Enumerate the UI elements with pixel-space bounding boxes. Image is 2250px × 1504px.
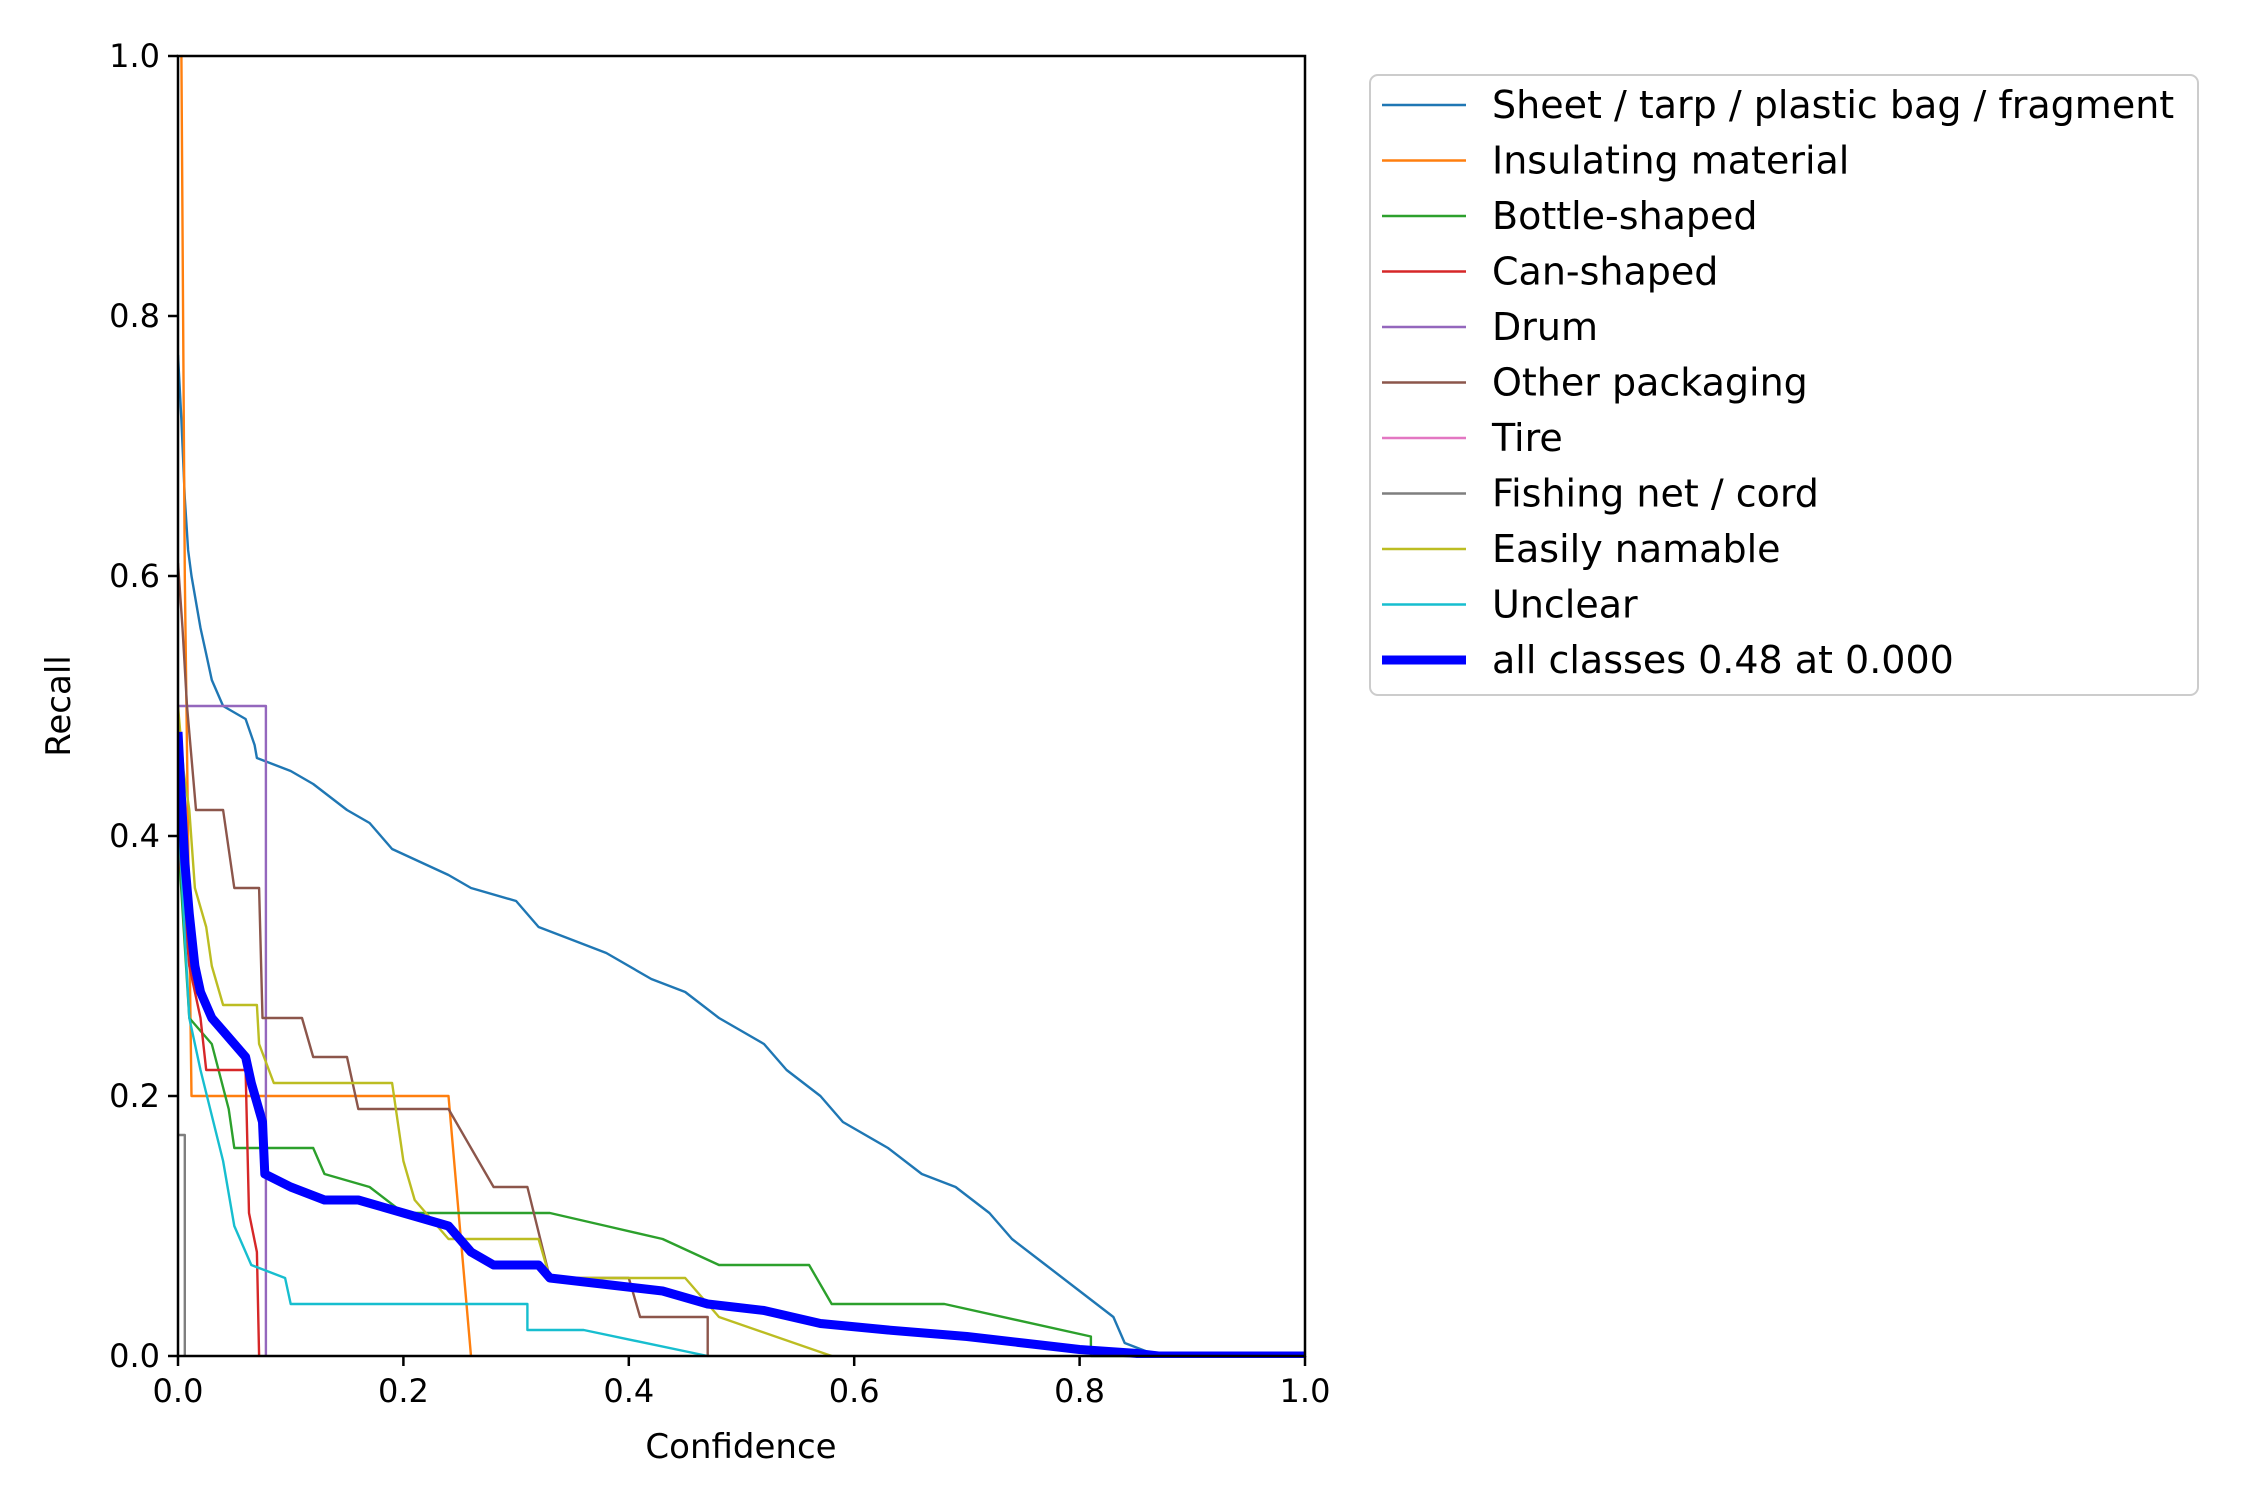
series-line-bottle-shaped [178,835,1305,1358]
series-line-can-shaped [178,835,261,1357]
legend-label-tire: Tire [1491,416,1563,460]
series-lines [178,55,1305,1358]
legend-label-sheet-tarp-plastic-bag-fragment: Sheet / tarp / plastic bag / fragment [1492,83,2174,127]
legend-box [1369,74,2199,696]
y-axis-title: Recall [39,655,79,756]
y-tick-label: 1.0 [109,37,160,75]
legend-label-other-packaging: Other packaging [1492,361,1808,405]
y-tick-label: 0.4 [109,817,160,855]
legend-label-bottle-shaped: Bottle-shaped [1492,194,1758,238]
legend-label-all-classes-0-48-at-0-000: all classes 0.48 at 0.000 [1492,638,1954,682]
series-line-fishing-net-cord [178,1133,187,1356]
y-tick-label: 0.0 [109,1337,160,1375]
legend: Sheet / tarp / plastic bag / fragment Ins… [1369,74,2199,696]
legend-entries: Sheet / tarp / plastic bag / fragment Ins… [1382,83,2174,682]
legend-label-can-shaped: Can-shaped [1492,250,1718,294]
x-tick-label: 1.0 [1280,1372,1331,1410]
y-axis-ticks: 0.0 0.2 0.4 0.6 0.8 1.0 [109,37,178,1375]
x-axis-title: Confidence [645,1427,836,1467]
x-tick-label: 0.2 [378,1372,429,1410]
series-line-unclear [178,809,708,1358]
series-line-all-classes-0-48-at-0-000 [178,731,1305,1358]
legend-label-easily-namable: Easily namable [1492,527,1781,571]
legend-label-fishing-net-cord: Fishing net / cord [1492,472,1819,516]
y-tick-label: 0.8 [109,297,160,335]
x-tick-label: 0.6 [829,1372,880,1410]
x-tick-label: 0.0 [153,1372,204,1410]
series-line-easily-namable [178,705,833,1358]
plot-lines [178,55,1305,1358]
x-axis-ticks: 0.0 0.2 0.4 0.6 0.8 1.0 [153,1356,1331,1410]
series-line-other-packaging [178,562,709,1356]
series-line-sheet-tarp-plastic-bag-fragment [178,354,1305,1358]
legend-label-insulating-material: Insulating material [1492,139,1849,183]
x-tick-label: 0.8 [1054,1372,1105,1410]
y-tick-label: 0.2 [109,1077,160,1115]
plot-frame [176,54,1307,1358]
y-tick-label: 0.6 [109,557,160,595]
legend-label-drum: Drum [1492,305,1598,349]
x-tick-label: 0.4 [603,1372,654,1410]
legend-label-unclear: Unclear [1492,583,1638,627]
